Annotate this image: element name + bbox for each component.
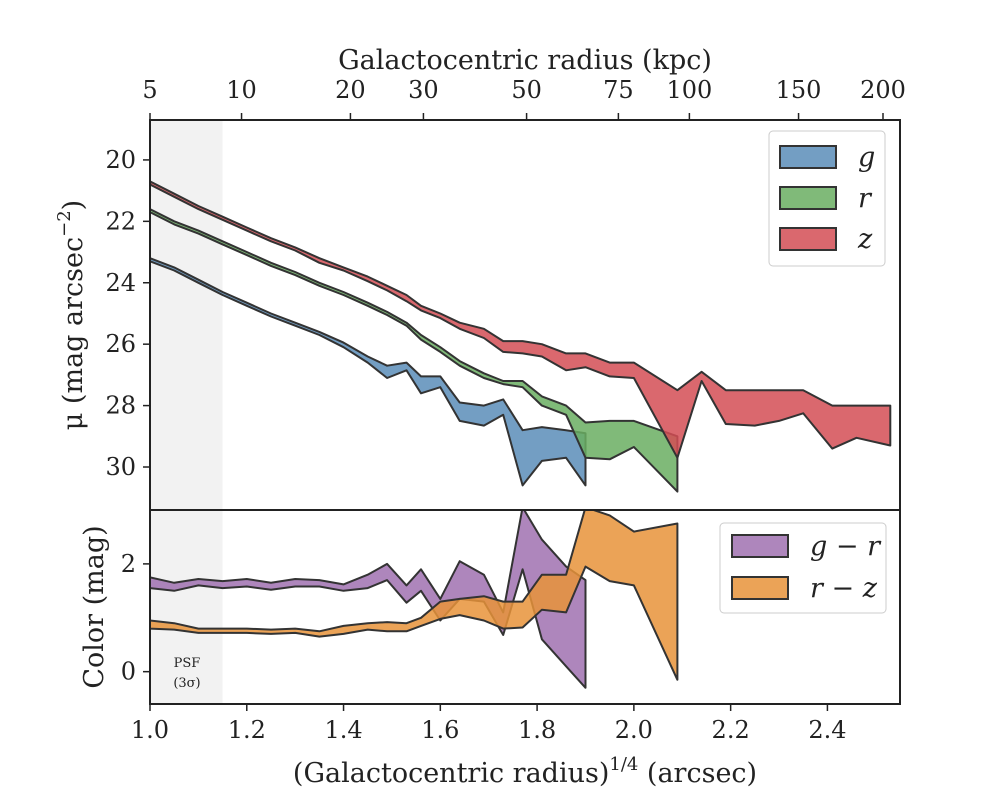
legend-swatch (779, 145, 837, 169)
top-y-tick-label: 30 (105, 453, 136, 481)
top-tick-label: 10 (226, 76, 257, 104)
top-tick-label: 100 (666, 76, 712, 104)
legend-swatch (779, 186, 837, 210)
top-y-axis-title: μ (mag arcsec−2) (54, 200, 89, 430)
x-tick-label: 2.2 (712, 716, 750, 744)
bottom-panel-frame (149, 509, 901, 705)
series-band-top-series-0 (150, 257, 587, 487)
x-tick-label: 2.4 (808, 716, 846, 744)
bottom-y-tick-label: 0 (121, 658, 136, 686)
top-y-ticks: 20 22 24 26 28 30 (105, 146, 150, 481)
x-tick-label: 1.6 (421, 716, 459, 744)
top-axis-title: Galactocentric radius (kpc) (338, 45, 712, 76)
legend-label: r (858, 183, 873, 214)
x-tick-label: 1.2 (228, 716, 266, 744)
bottom-y-ticks: 02 (121, 550, 150, 686)
series-band-bottom-series-1 (150, 510, 679, 681)
top-y-tick-label: 28 (105, 392, 136, 420)
top-tick-label: 50 (511, 76, 542, 104)
psf-region (150, 120, 223, 510)
legend-label: r − z (810, 573, 878, 604)
bottom-y-tick-label: 2 (121, 550, 136, 578)
bottom-y-axis-title: Color (mag) (79, 525, 110, 688)
top-y-axis-title-sup: −2 (54, 210, 75, 237)
top-y-tick-label: 22 (105, 207, 136, 235)
x-tick-label: 1.8 (518, 716, 556, 744)
top-panel-series (150, 180, 892, 493)
x-tick-label: 1.4 (324, 716, 362, 744)
psf-label-line2: (3σ) (173, 676, 200, 691)
legend-label: g (858, 142, 875, 173)
bottom-legend: g − r r − z (719, 522, 887, 614)
top-y-tick-label: 26 (105, 330, 136, 358)
x-axis-title-sup: 1/4 (609, 754, 638, 775)
x-tick-label: 2.0 (615, 716, 653, 744)
legend-swatch (779, 227, 837, 251)
psf-label-line1: PSF (174, 656, 201, 671)
series-band-bottom-series-0 (150, 510, 587, 689)
top-tick-label: 75 (603, 76, 634, 104)
series-band-top-series-2 (150, 180, 892, 459)
x-axis-ticks: 1.0 1.2 1.4 1.6 1.8 2.0 2.2 2.4 (131, 704, 847, 744)
top-y-tick-label: 20 (105, 146, 136, 174)
legend-swatch (731, 534, 789, 558)
series-band-top-series-1 (150, 208, 679, 493)
top-tick-label: 5 (142, 76, 157, 104)
top-tick-label: 150 (776, 76, 822, 104)
bottom-panel-series (150, 510, 679, 689)
top-tick-label: 20 (335, 76, 366, 104)
top-legend: grz (768, 130, 886, 267)
top-tick-label: 200 (860, 76, 906, 104)
legend-swatch (731, 576, 789, 600)
top-tick-label: 30 (408, 76, 439, 104)
legend-label: g − r (810, 531, 882, 562)
x-axis-title: (Galactocentric radius)1/4 (arcsec) (293, 754, 757, 789)
x-tick-label: 1.0 (131, 716, 169, 744)
top-axis-ticks: 5 10 20 30 50 75 100 150 200 (142, 76, 906, 120)
psf-region-bottom (150, 510, 223, 704)
top-y-tick-label: 24 (105, 269, 136, 297)
legend-label: z (857, 224, 873, 255)
